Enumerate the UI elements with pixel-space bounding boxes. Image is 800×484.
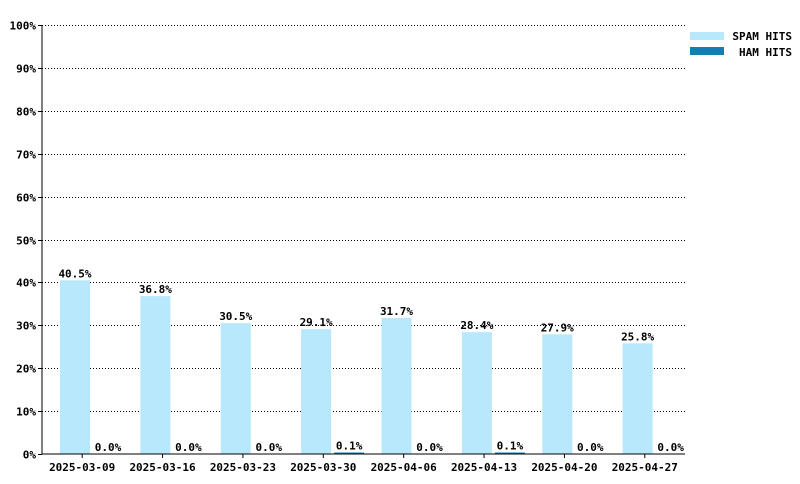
y-tick-label: 90% [16,63,36,76]
x-tick-label: 2025-04-13 [451,461,517,474]
y-tick-label: 80% [16,106,36,119]
bar-spam-hits [461,332,492,454]
x-tick-label: 2025-03-30 [290,461,356,474]
data-labels: 40.5% 0.0% 36.8% 0.0% 30.5% 0.0% 29.1% 0.1% 31.7… [58,267,684,454]
y-tick-labels: 0% 10% 20% 30% 40% 50% 60% 70% 80% 90% 100% [10,20,37,462]
x-tick-label: 2025-04-27 [612,461,678,474]
y-tick-label: 40% [16,277,36,290]
y-tick-label: 50% [16,235,36,248]
data-label-spam: 27.9% [541,321,574,334]
x-tick-label: 2025-03-23 [210,461,276,474]
bar-spam-hits [542,334,573,454]
bar-ham-hits [334,452,365,454]
bar-spam-hits [220,323,251,454]
x-tick-label: 2025-04-06 [371,461,438,474]
data-label-ham: 0.0% [256,441,283,454]
y-tick-label: 70% [16,149,36,162]
grid-lines [38,25,685,455]
data-label-ham: 0.0% [657,441,684,454]
x-tick-labels: 2025-03-09 2025-03-16 2025-03-23 2025-03-30… [49,454,678,474]
x-tick-label: 2025-03-16 [129,461,196,474]
bar-spam-hits [381,318,412,454]
data-label-spam: 30.5% [219,310,252,323]
legend-label-spam: SPAM HITS [732,30,792,43]
y-tick-label: 60% [16,192,36,205]
axes [41,25,685,455]
bar-spam-hits [301,329,332,454]
data-label-spam: 40.5% [58,267,91,280]
data-label-ham: 0.0% [577,441,604,454]
x-tick-label: 2025-04-20 [531,461,597,474]
y-tick-label: 20% [16,363,36,376]
bar-spam-hits [60,280,90,454]
data-label-ham: 0.0% [175,441,202,454]
bar-spam-hits [622,343,653,454]
legend-swatch-spam [690,32,724,40]
data-label-spam: 25.8% [621,330,654,343]
data-label-ham: 0.1% [336,440,363,453]
data-label-ham: 0.0% [95,441,122,454]
data-label-spam: 28.4% [460,319,493,332]
data-label-spam: 31.7% [380,305,413,318]
bar-spam-hits [140,296,171,454]
y-tick-label: 30% [16,320,36,333]
bar-ham-hits [494,452,525,454]
data-label-spam: 36.8% [139,283,172,296]
data-label-ham: 0.1% [497,440,524,453]
data-label-spam: 29.1% [300,316,333,329]
y-tick-label: 100% [10,20,37,33]
data-label-ham: 0.0% [416,441,443,454]
y-tick-label: 0% [23,449,37,462]
x-tick-label: 2025-03-09 [49,461,115,474]
legend-swatch-ham [690,47,724,55]
legend-label-ham: HAM HITS [739,46,792,59]
bars [60,280,653,454]
legend: SPAM HITS HAM HITS [690,30,792,59]
y-tick-label: 10% [16,406,36,419]
